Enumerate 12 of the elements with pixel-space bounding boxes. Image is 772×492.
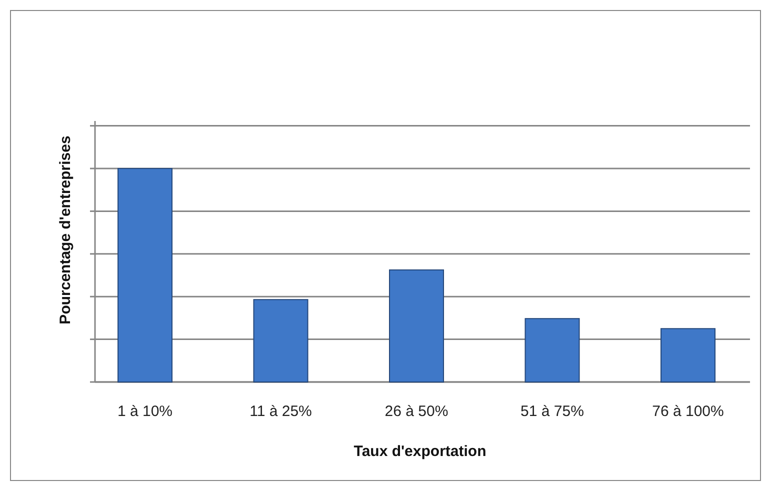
bar [389, 269, 444, 382]
bar [118, 168, 172, 382]
bar [253, 299, 308, 382]
y-axis-title: Pourcentage d'entreprises [57, 136, 74, 324]
x-tick-label: 26 à 50% [384, 403, 448, 420]
x-tick-label: 51 à 75% [520, 403, 584, 420]
x-tick-label: 1 à 10% [117, 403, 173, 420]
x-tick-label: 76 à 100% [652, 403, 724, 420]
x-axis-title: Taux d'exportation [354, 443, 486, 460]
x-tick-label: 11 à 25% [250, 403, 312, 420]
bar [524, 318, 580, 382]
bar [660, 328, 716, 382]
